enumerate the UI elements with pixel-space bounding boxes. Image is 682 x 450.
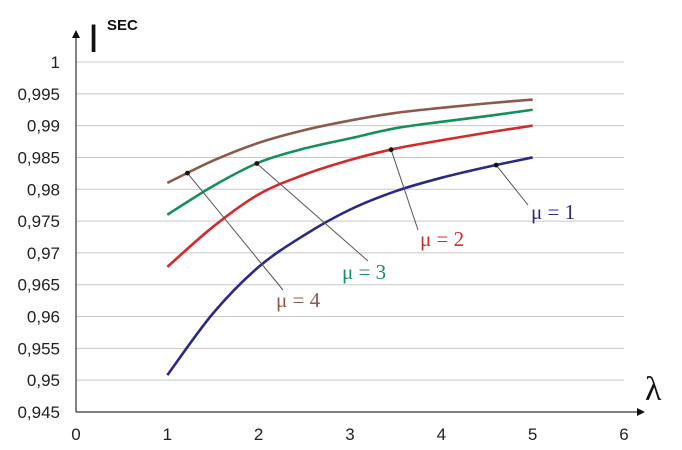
series-line-mu4 xyxy=(166,98,533,185)
series-label-mu4: μ = 4 xyxy=(276,288,321,312)
series-label-mu2: μ = 2 xyxy=(420,227,464,251)
series-line-mu1 xyxy=(166,156,533,376)
y-axis-arrow xyxy=(72,30,80,38)
series-annotations: μ = 1 μ = 2 μ = 3 μ = 4 xyxy=(185,147,575,312)
series-lines xyxy=(166,98,533,376)
y-axis-label-superscript: SEC xyxy=(107,17,138,34)
leader-line-mu1 xyxy=(495,164,529,206)
x-tick-label: 6 xyxy=(619,425,628,444)
y-tick-labels: 0,945 0,95 0,955 0,96 0,965 0,97 0,975 0,98 0,98… xyxy=(17,53,60,422)
series-label-mu1: μ = 1 xyxy=(531,200,575,224)
y-tick-label: 0,985 xyxy=(17,148,60,167)
leader-line-mu4 xyxy=(187,172,284,291)
y-tick-label: 0,945 xyxy=(17,403,60,422)
y-tick-label: 0,98 xyxy=(27,180,60,199)
annotation-point-mu2 xyxy=(388,147,394,153)
x-tick-label: 5 xyxy=(528,425,537,444)
y-tick-label: 0,975 xyxy=(17,212,60,231)
y-tick-label: 0,97 xyxy=(27,244,60,263)
x-tick-label: 2 xyxy=(254,425,263,444)
y-tick-label: 0,995 xyxy=(17,85,60,104)
leader-line-mu2 xyxy=(390,149,419,231)
annotation-point-mu1 xyxy=(493,162,499,168)
y-tick-label: 0,96 xyxy=(27,308,60,327)
x-tick-labels: 0 1 2 3 4 5 6 xyxy=(71,425,628,444)
x-axis-arrow xyxy=(637,408,645,416)
annotation-point-mu3 xyxy=(254,161,260,166)
x-tick-label: 0 xyxy=(71,425,80,444)
y-tick-label: 0,965 xyxy=(17,276,60,295)
y-tick-label: 0,99 xyxy=(27,117,60,136)
x-axis-label: λ xyxy=(645,371,662,408)
x-tick-label: 3 xyxy=(345,425,354,444)
series-line-mu2 xyxy=(166,124,533,268)
y-tick-label: 0,95 xyxy=(27,371,60,390)
axes xyxy=(72,30,645,416)
y-tick-label: 1 xyxy=(51,53,60,72)
series-label-mu3: μ = 3 xyxy=(342,260,386,284)
leader-line-mu3 xyxy=(256,163,369,262)
y-axis-label: I xyxy=(88,17,99,61)
annotation-point-mu4 xyxy=(185,170,190,176)
x-tick-label: 1 xyxy=(163,425,172,444)
series-line-mu3 xyxy=(166,108,533,216)
y-tick-label: 0,955 xyxy=(17,339,60,358)
grid-lines xyxy=(76,61,624,381)
x-tick-label: 4 xyxy=(437,425,446,444)
